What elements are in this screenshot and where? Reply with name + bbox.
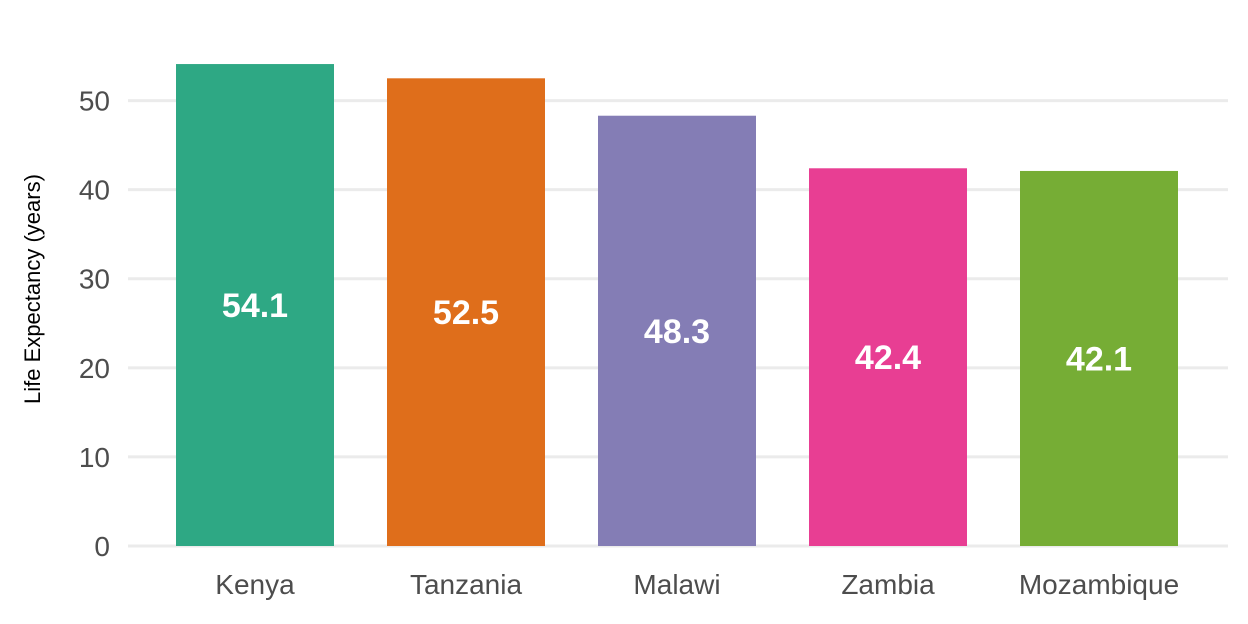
bar-tanzania — [387, 78, 545, 546]
bar-value-label: 42.1 — [1066, 340, 1132, 378]
bar-value-label: 42.4 — [855, 339, 921, 377]
y-tick-label: 40 — [79, 175, 110, 206]
y-tick-label: 50 — [79, 86, 110, 117]
x-tick-label: Tanzania — [410, 569, 523, 600]
bar-value-label: 54.1 — [222, 287, 288, 325]
y-tick-label: 0 — [94, 531, 110, 562]
y-tick-label: 10 — [79, 442, 110, 473]
x-tick-label: Zambia — [841, 569, 935, 600]
x-axis-ticks: Kenya Tanzania Malawi Zambia Mozambique — [215, 569, 1179, 600]
x-tick-label: Mozambique — [1019, 569, 1179, 600]
bar-value-label: 48.3 — [644, 313, 710, 351]
bar-kenya — [176, 64, 334, 546]
bar-value-label: 52.5 — [433, 294, 499, 332]
bar-value-labels: 54.1 52.5 48.3 42.4 42.1 — [222, 287, 1132, 378]
y-tick-label: 30 — [79, 264, 110, 295]
y-tick-label: 20 — [79, 353, 110, 384]
bar-mozambique — [1020, 170, 1178, 546]
x-tick-label: Kenya — [215, 569, 295, 600]
bar-malawi — [598, 115, 756, 546]
x-tick-label: Malawi — [633, 569, 720, 600]
y-axis-title: Life Expectancy (years) — [20, 174, 45, 404]
bars — [176, 64, 1178, 547]
bar-zambia — [809, 168, 967, 547]
y-axis-ticks: 0 10 20 30 40 50 — [79, 86, 110, 562]
